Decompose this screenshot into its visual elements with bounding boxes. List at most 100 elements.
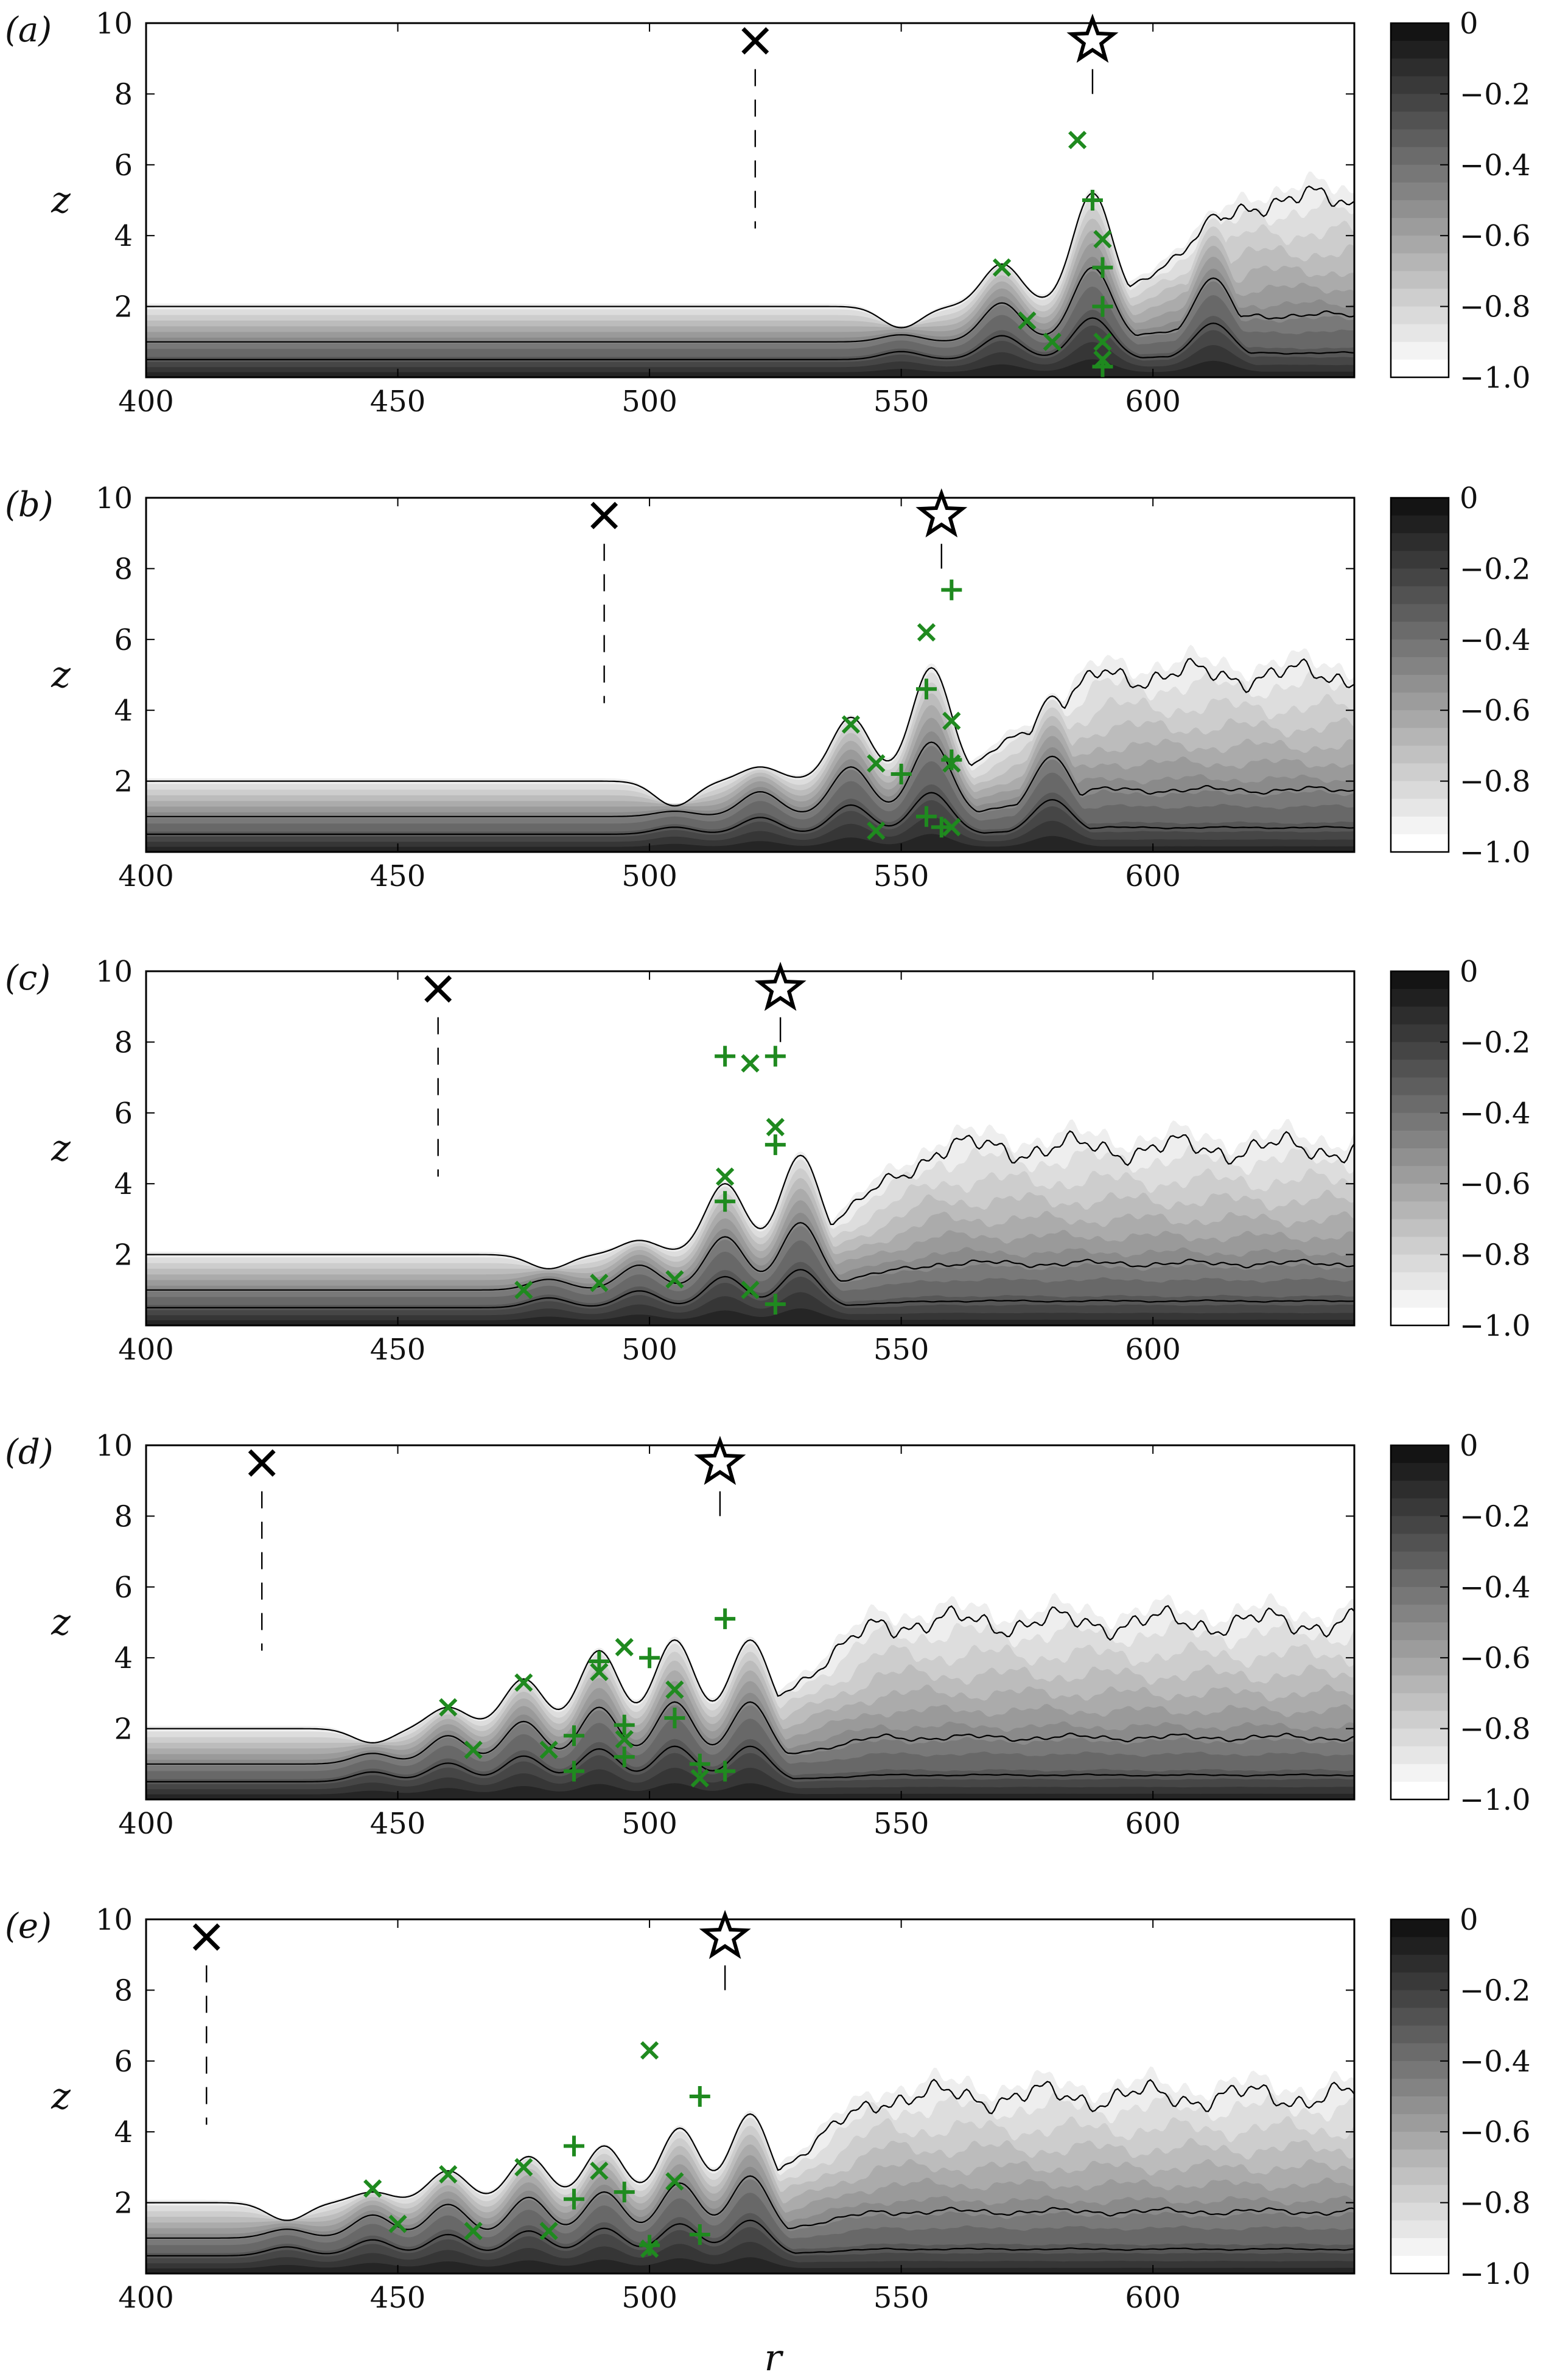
- colorbar-band: [1391, 2061, 1449, 2079]
- colorbar-band: [1391, 23, 1449, 41]
- colorbar-band: [1391, 1622, 1449, 1641]
- x-tick-label: 550: [873, 385, 929, 419]
- colorbar-tick-label: 0: [1460, 481, 1478, 515]
- star-marker: [1066, 13, 1119, 63]
- colorbar-frame: [1390, 22, 1450, 379]
- green-plus-marker: [915, 679, 937, 700]
- colorbar-band: [1391, 834, 1449, 853]
- colorbar-tick-label: −0.4: [1460, 623, 1531, 657]
- star-marker: [699, 1910, 751, 1959]
- green-plus-marker: [564, 2188, 585, 2210]
- black-x-marker: [248, 1449, 276, 1477]
- colorbar-band: [1391, 1254, 1449, 1273]
- colorbar-band: [1391, 271, 1449, 289]
- green-x-marker: [690, 1768, 709, 1788]
- x-tick-label: 600: [1125, 859, 1181, 893]
- green-x-marker: [867, 754, 886, 773]
- y-tick-label: 10: [96, 1903, 133, 1937]
- green-x-marker: [992, 258, 1012, 277]
- y-tick-label: 6: [114, 1097, 133, 1131]
- y-tick-label: 2: [114, 1238, 133, 1272]
- colorbar-band: [1391, 1130, 1449, 1149]
- colorbar-tick-label: −1.0: [1460, 2257, 1531, 2291]
- green-plus-marker: [1092, 296, 1113, 317]
- colorbar-tick-label: −0.8: [1460, 2186, 1531, 2221]
- star-marker: [915, 488, 968, 538]
- colorbar-band: [1391, 218, 1449, 236]
- x-tick-label: 500: [621, 385, 677, 419]
- contour-band: [146, 1783, 1354, 1799]
- colorbar-tick-label: −0.8: [1460, 765, 1531, 799]
- contour-line: [146, 2078, 1354, 2221]
- x-tick-label: 550: [873, 1807, 929, 1841]
- green-x-marker: [942, 711, 961, 730]
- colorbar-band: [1391, 41, 1449, 59]
- y-tick-label: 4: [114, 1167, 133, 1201]
- green-plus-marker: [564, 1725, 585, 1747]
- colorbar-band: [1391, 657, 1449, 675]
- contour-line: [146, 1701, 1354, 1765]
- contour-band: [146, 1308, 1354, 1325]
- colorbar: 0 −0.2 −0.4 −0.6 −0.8 −1.0: [1390, 1903, 1531, 2291]
- green-plus-marker: [915, 806, 937, 827]
- y-tick-label: 4: [114, 219, 133, 253]
- green-x-marker: [514, 2158, 533, 2177]
- colorbar-tick-label: −0.8: [1460, 1712, 1531, 1747]
- y-tick-label: 8: [114, 77, 133, 111]
- green-plus-marker: [614, 1747, 635, 1768]
- colorbar-band: [1391, 1463, 1449, 1481]
- colorbar-band: [1391, 1148, 1449, 1167]
- green-plus-marker: [664, 1708, 685, 1729]
- green-plus-marker: [765, 1294, 786, 1315]
- contour-line: [146, 2219, 1354, 2256]
- colorbar-band: [1391, 1498, 1449, 1516]
- green-plus-marker: [614, 1714, 635, 1736]
- colorbar-band: [1391, 1781, 1449, 1800]
- y-axis-label: z: [51, 2075, 71, 2118]
- colorbar-band: [1391, 288, 1449, 307]
- green-x-marker: [363, 2179, 382, 2198]
- black-x-marker: [192, 1923, 220, 1951]
- contour-line: [146, 1269, 1354, 1308]
- colorbar-band: [1391, 1955, 1449, 1973]
- colorbar-band: [1391, 1077, 1449, 1096]
- colorbar-tick-label: −0.2: [1460, 1025, 1531, 1059]
- contour-band: [146, 2257, 1354, 2274]
- colorbar-band: [1391, 1481, 1449, 1499]
- x-tick-label: 450: [370, 2281, 426, 2315]
- green-x-marker: [716, 1167, 735, 1186]
- colorbar-band: [1391, 324, 1449, 343]
- y-tick-label: 4: [114, 2115, 133, 2149]
- colorbar-band: [1391, 693, 1449, 711]
- colorbar-band: [1391, 1746, 1449, 1765]
- y-tick-label: 8: [114, 1973, 133, 2008]
- x-tick-label: 550: [873, 859, 929, 893]
- green-x-marker: [590, 2162, 609, 2180]
- plot-frame: [145, 1918, 1356, 2275]
- y-tick-label: 2: [114, 2186, 133, 2221]
- colorbar-band: [1391, 728, 1449, 746]
- colorbar-band: [1391, 1307, 1449, 1326]
- green-plus-marker: [890, 763, 912, 784]
- colorbar-band: [1391, 94, 1449, 112]
- green-x-marker: [1043, 332, 1062, 351]
- x-tick-label: 400: [118, 1333, 174, 1367]
- panel-e: 400 450 500 550 600 2 4 6 8 10 z (e) 0 −0.2 −0.4 −0.6 −0…: [5, 1903, 1531, 2315]
- x-tick-label: 450: [370, 385, 426, 419]
- black-x-marker: [424, 975, 452, 1003]
- colorbar-band: [1391, 1693, 1449, 1711]
- colorbar-band: [1391, 745, 1449, 764]
- star-marker: [754, 961, 806, 1011]
- colorbar-tick-label: −0.6: [1460, 1641, 1531, 1675]
- y-tick-label: 6: [114, 2045, 133, 2079]
- green-x-marker: [439, 1698, 458, 1717]
- colorbar-band: [1391, 2220, 1449, 2239]
- colorbar-band: [1391, 2202, 1449, 2221]
- green-x-marker: [514, 1280, 533, 1299]
- colorbar-band: [1391, 971, 1449, 989]
- contour-line: [146, 317, 1354, 360]
- green-x-marker: [766, 1117, 785, 1137]
- contour-line: [146, 2175, 1354, 2239]
- green-x-marker: [640, 2041, 659, 2060]
- green-x-marker: [665, 1680, 684, 1699]
